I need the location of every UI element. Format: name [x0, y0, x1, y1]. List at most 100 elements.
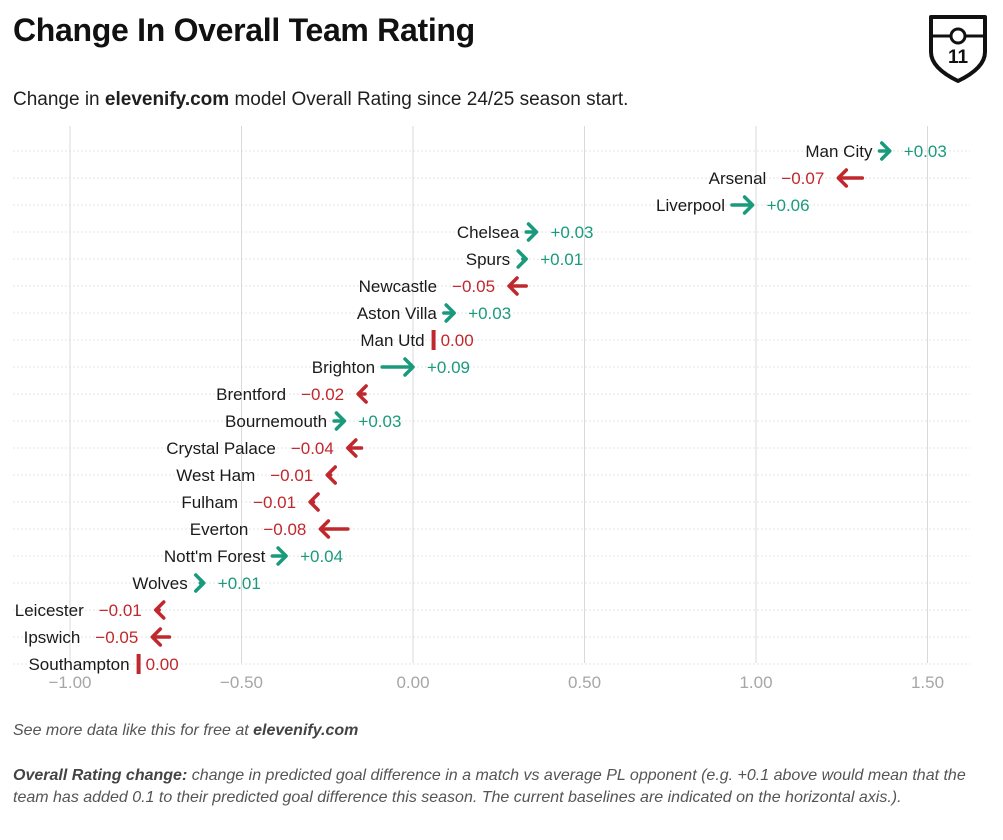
change-value-label: 0.00 — [146, 655, 179, 674]
team-name-label: Brentford — [216, 385, 286, 404]
change-value-label: −0.01 — [270, 466, 313, 485]
change-value-label: −0.05 — [95, 628, 138, 647]
change-value-label: +0.01 — [218, 574, 261, 593]
arrow-left-icon — [346, 438, 358, 458]
team-name-label: Chelsea — [457, 223, 520, 242]
arrow-right-icon — [516, 249, 528, 269]
team-row: +0.06 Liverpool — [656, 195, 810, 215]
team-name-label: Bournemouth — [225, 412, 327, 431]
x-tick-label: 1.50 — [911, 673, 944, 692]
methodology-note: Overall Rating change: change in predict… — [13, 765, 988, 809]
team-row: 0.00 Man Utd — [360, 330, 474, 350]
source-prefix: See more data like this for free at — [13, 722, 254, 739]
team-name-label: Newcastle — [359, 277, 437, 296]
arrow-left-icon — [836, 168, 849, 188]
change-value-label: −0.05 — [452, 277, 495, 296]
arrow-left-icon — [325, 465, 337, 485]
team-row: +0.03 Man City — [805, 141, 947, 161]
arrow-right-icon — [403, 357, 415, 377]
team-name-label: Man Utd — [360, 331, 424, 350]
source-link[interactable]: elevenify.com — [253, 722, 359, 739]
x-tick-label: −0.50 — [220, 673, 263, 692]
note-text: change in predicted goal difference in a… — [13, 767, 966, 806]
subtitle-brand: elevenify.com — [104, 89, 230, 110]
team-row: −0.05 Newcastle — [359, 276, 528, 296]
change-value-label: −0.08 — [263, 520, 306, 539]
team-row: −0.01 Leicester — [15, 600, 166, 620]
x-tick-label: 0.00 — [396, 673, 429, 692]
arrow-right-icon — [526, 222, 539, 242]
arrow-left-icon — [356, 384, 368, 404]
team-name-label: Southampton — [28, 655, 129, 674]
team-name-label: Arsenal — [709, 169, 767, 188]
team-name-label: Man City — [805, 142, 873, 161]
team-name-label: Wolves — [132, 574, 187, 593]
x-tick-label: 1.00 — [739, 673, 772, 692]
team-row: +0.01 Spurs — [466, 249, 583, 269]
team-name-label: Brighton — [312, 358, 375, 377]
team-row: −0.01 West Ham — [176, 465, 337, 485]
arrow-right-icon — [742, 195, 755, 215]
subtitle-suffix: model Overall Rating since 24/25 season … — [229, 89, 629, 110]
team-row: +0.09 Brighton — [312, 357, 470, 377]
team-row: −0.07 Arsenal — [709, 168, 865, 188]
change-value-label: −0.02 — [301, 385, 344, 404]
chart-subtitle: Change in elevenify.com model Overall Ra… — [13, 89, 628, 111]
change-value-label: −0.04 — [291, 439, 334, 458]
change-value-label: −0.01 — [99, 601, 142, 620]
change-value-label: −0.01 — [253, 493, 296, 512]
source-note: See more data like this for free at elev… — [13, 722, 358, 740]
team-row: −0.05 Ipswich — [24, 627, 172, 647]
team-name-label: Aston Villa — [357, 304, 438, 323]
change-value-label: +0.04 — [300, 547, 343, 566]
change-value-label: +0.09 — [427, 358, 470, 377]
team-name-label: Everton — [190, 520, 249, 539]
team-row: −0.02 Brentford — [216, 384, 368, 404]
team-row: −0.08 Everton — [190, 519, 350, 539]
arrow-left-icon — [154, 600, 166, 620]
team-row: −0.04 Crystal Palace — [166, 438, 364, 458]
team-name-label: Nott'm Forest — [164, 547, 266, 566]
arrow-left-icon — [507, 276, 519, 296]
arrow-left-icon — [308, 492, 320, 512]
team-name-label: Fulham — [181, 493, 238, 512]
x-axis: −1.00 −0.50 0.00 0.50 1.00 1.50 — [48, 673, 944, 692]
team-row: +0.04 Nott'm Forest — [164, 546, 343, 566]
team-name-label: Spurs — [466, 250, 510, 269]
arrow-left-icon — [318, 519, 331, 539]
team-row: 0.00 Southampton — [28, 654, 179, 674]
team-row: +0.03 Aston Villa — [357, 303, 511, 323]
arrow-right-icon — [444, 303, 456, 323]
change-value-label: +0.03 — [904, 142, 947, 161]
team-row: +0.03 Bournemouth — [225, 411, 401, 431]
team-name-label: West Ham — [176, 466, 255, 485]
change-value-label: +0.06 — [767, 196, 810, 215]
change-value-label: +0.03 — [550, 223, 593, 242]
arrow-right-icon — [880, 141, 892, 161]
team-row: +0.01 Wolves — [132, 573, 261, 593]
shield-icon: 11 — [929, 15, 987, 83]
change-value-label: +0.01 — [540, 250, 583, 269]
team-row: +0.03 Chelsea — [457, 222, 593, 242]
team-name-label: Liverpool — [656, 196, 725, 215]
change-value-label: −0.07 — [781, 169, 824, 188]
arrow-right-icon — [276, 546, 288, 566]
team-name-label: Ipswich — [24, 628, 81, 647]
x-tick-label: −1.00 — [48, 673, 91, 692]
change-value-label: +0.03 — [468, 304, 511, 323]
arrow-left-icon — [150, 627, 163, 647]
arrow-right-icon — [334, 411, 347, 431]
change-value-label: +0.03 — [358, 412, 401, 431]
x-tick-label: 0.50 — [568, 673, 601, 692]
chart-title: Change In Overall Team Rating — [13, 12, 475, 48]
note-label: Overall Rating change: — [13, 767, 188, 784]
team-name-label: Leicester — [15, 601, 84, 620]
logo-text: 11 — [948, 47, 969, 68]
change-value-label: 0.00 — [441, 331, 474, 350]
arrow-right-icon — [194, 573, 206, 593]
team-row: −0.01 Fulham — [181, 492, 320, 512]
team-name-label: Crystal Palace — [166, 439, 276, 458]
subtitle-prefix: Change in — [13, 89, 105, 110]
